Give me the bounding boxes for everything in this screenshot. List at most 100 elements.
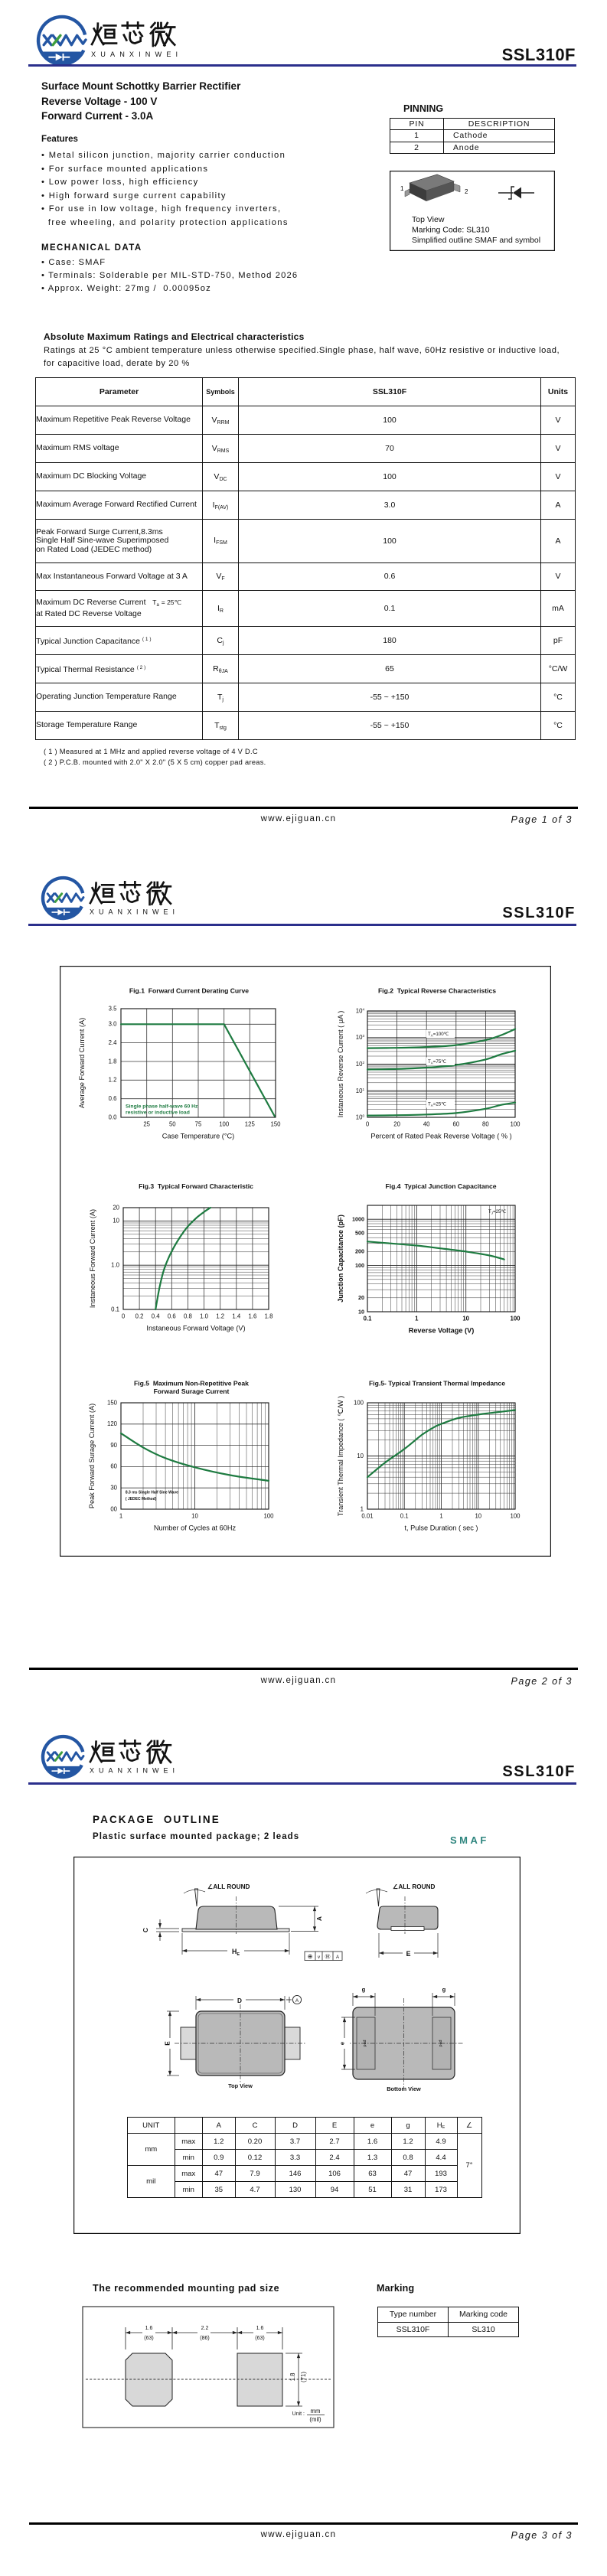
svg-text:100: 100 bbox=[219, 1121, 230, 1128]
svg-text:1.6: 1.6 bbox=[256, 2326, 264, 2331]
svg-text:0.01: 0.01 bbox=[361, 1513, 373, 1520]
svg-text:Fig.5- Typical Transient Therm: Fig.5- Typical Transient Thermal Impedan… bbox=[369, 1380, 505, 1387]
svg-text:Percent of Rated Peak Reverse: Percent of Rated Peak Reverse Voltage ( … bbox=[370, 1133, 511, 1140]
svg-text:∠ALL ROUND: ∠ALL ROUND bbox=[207, 1883, 250, 1890]
svg-text:XUANXINWEI: XUANXINWEI bbox=[91, 51, 182, 58]
svg-text:(63): (63) bbox=[255, 2336, 264, 2341]
svg-text:75: 75 bbox=[195, 1121, 202, 1128]
svg-text:1.8: 1.8 bbox=[265, 1313, 273, 1320]
svg-text:100: 100 bbox=[510, 1513, 521, 1520]
svg-text:Forward Surage Current: Forward Surage Current bbox=[154, 1387, 230, 1395]
svg-text:0.1: 0.1 bbox=[400, 1513, 409, 1520]
svg-text:102: 102 bbox=[356, 1061, 365, 1068]
svg-text:100: 100 bbox=[263, 1513, 274, 1520]
svg-text:20: 20 bbox=[113, 1204, 119, 1211]
svg-text:10: 10 bbox=[462, 1316, 469, 1322]
svg-text:Transient Thermal Impedance (: Transient Thermal Impedance ( ℃/W ) bbox=[337, 1396, 344, 1516]
svg-text:0.6: 0.6 bbox=[109, 1095, 117, 1102]
svg-text:Top View: Top View bbox=[412, 215, 445, 224]
svg-text:2.2: 2.2 bbox=[201, 2326, 209, 2331]
svg-text:Fig.4 Typical Junction Capaci: Fig.4 Typical Junction Capacitance bbox=[385, 1182, 496, 1190]
svg-text:10: 10 bbox=[191, 1513, 198, 1520]
svg-text:60: 60 bbox=[452, 1121, 459, 1128]
svg-text:1: 1 bbox=[119, 1513, 122, 1520]
svg-text:103: 103 bbox=[356, 1034, 365, 1041]
svg-text:Ⓜ: Ⓜ bbox=[325, 1954, 331, 1960]
svg-text:Instaneous Forward Voltage (V): Instaneous Forward Voltage (V) bbox=[146, 1325, 245, 1332]
svg-text:1.8: 1.8 bbox=[289, 2373, 296, 2382]
svg-text:D: D bbox=[237, 1997, 242, 2004]
svg-text:A: A bbox=[336, 1955, 339, 1960]
svg-text:1.6: 1.6 bbox=[248, 1313, 256, 1320]
svg-text:90: 90 bbox=[110, 1442, 117, 1449]
svg-text:104: 104 bbox=[356, 1008, 365, 1015]
svg-text:10: 10 bbox=[358, 1308, 364, 1315]
svg-text:resistive or inductive load: resistive or inductive load bbox=[126, 1110, 190, 1116]
svg-text:1.8: 1.8 bbox=[109, 1058, 117, 1065]
svg-text:40: 40 bbox=[423, 1121, 430, 1128]
svg-text:101: 101 bbox=[356, 1087, 365, 1094]
svg-text:XUANXINWEI: XUANXINWEI bbox=[90, 1767, 179, 1775]
svg-text:Instaneous Reverse Current ( μ: Instaneous Reverse Current ( μA ) bbox=[337, 1011, 344, 1118]
svg-text:1: 1 bbox=[361, 1505, 364, 1512]
svg-text:1.0: 1.0 bbox=[200, 1313, 209, 1320]
svg-text:1.2: 1.2 bbox=[109, 1077, 117, 1084]
svg-text:1: 1 bbox=[415, 1316, 419, 1322]
svg-text:mm: mm bbox=[311, 2408, 321, 2415]
svg-text:Number of Cycles at 60Hz: Number of Cycles at 60Hz bbox=[154, 1524, 237, 1532]
svg-text:Fig.2 Typical Reverse Charact: Fig.2 Typical Reverse Characteristics bbox=[378, 987, 496, 995]
svg-text:v: v bbox=[318, 1955, 321, 1960]
svg-text:1.6: 1.6 bbox=[145, 2326, 153, 2331]
svg-text:125: 125 bbox=[245, 1121, 256, 1128]
svg-text:1: 1 bbox=[439, 1513, 442, 1520]
svg-text:500: 500 bbox=[355, 1230, 364, 1237]
svg-text:120: 120 bbox=[107, 1420, 118, 1427]
svg-text:TA=100℃: TA=100℃ bbox=[428, 1032, 449, 1038]
svg-text:Single phase half-wave 60 Hz: Single phase half-wave 60 Hz bbox=[126, 1104, 198, 1110]
svg-text:Average Forward Current (A): Average Forward Current (A) bbox=[78, 1018, 86, 1108]
svg-text:(63): (63) bbox=[144, 2336, 153, 2341]
svg-text:150: 150 bbox=[107, 1399, 118, 1406]
svg-text:0.6: 0.6 bbox=[168, 1313, 176, 1320]
svg-text:00: 00 bbox=[110, 1505, 117, 1512]
svg-text:e: e bbox=[339, 2042, 346, 2045]
svg-text:E: E bbox=[165, 2041, 171, 2046]
svg-text:0.2: 0.2 bbox=[135, 1313, 144, 1320]
svg-text:Fig.3 Typical Forward Charact: Fig.3 Typical Forward Characteristic bbox=[139, 1182, 253, 1190]
svg-text:HE: HE bbox=[232, 1948, 240, 1957]
svg-text:g: g bbox=[442, 1986, 446, 1993]
svg-text:Fig.1 Forward Current Deratin: Fig.1 Forward Current Derating Curve bbox=[129, 987, 249, 995]
svg-text:25: 25 bbox=[143, 1121, 150, 1128]
svg-text:(mil): (mil) bbox=[309, 2416, 321, 2423]
svg-text:100: 100 bbox=[356, 1114, 365, 1121]
svg-text:Top View: Top View bbox=[228, 2082, 253, 2089]
svg-text:0.1: 0.1 bbox=[364, 1316, 373, 1322]
svg-text:XUANXINWEI: XUANXINWEI bbox=[90, 908, 179, 916]
svg-text:30: 30 bbox=[110, 1485, 117, 1492]
svg-text:1.4: 1.4 bbox=[232, 1313, 241, 1320]
svg-text:Marking Code: SL310: Marking Code: SL310 bbox=[412, 226, 490, 235]
svg-text:C: C bbox=[142, 1928, 149, 1932]
svg-text:Bottom View: Bottom View bbox=[387, 2085, 421, 2092]
svg-text:2: 2 bbox=[465, 188, 468, 195]
svg-text:0: 0 bbox=[122, 1313, 126, 1320]
svg-text:1000: 1000 bbox=[352, 1216, 364, 1223]
svg-text:100: 100 bbox=[355, 1262, 364, 1269]
svg-text:TJ=25℃: TJ=25℃ bbox=[488, 1209, 506, 1215]
svg-text:(86): (86) bbox=[200, 2336, 209, 2341]
svg-text:t, Pulse Duration ( sec ): t, Pulse Duration ( sec ) bbox=[405, 1524, 478, 1532]
svg-text:200: 200 bbox=[355, 1248, 364, 1255]
svg-text:10: 10 bbox=[113, 1218, 119, 1224]
svg-text:20: 20 bbox=[358, 1294, 364, 1301]
svg-text:150: 150 bbox=[270, 1121, 281, 1128]
svg-text:Simplified outline SMAF and sy: Simplified outline SMAF and symbol bbox=[412, 236, 540, 245]
svg-text:A: A bbox=[315, 1916, 323, 1921]
svg-text:Peak Forward Surage Current (A: Peak Forward Surage Current (A) bbox=[88, 1404, 96, 1508]
svg-text:50: 50 bbox=[169, 1121, 176, 1128]
svg-text:0.0: 0.0 bbox=[109, 1114, 118, 1120]
svg-text:(71): (71) bbox=[300, 2372, 307, 2382]
svg-text:Unit :: Unit : bbox=[292, 2411, 305, 2417]
svg-text:0.4: 0.4 bbox=[152, 1313, 161, 1320]
svg-text:20: 20 bbox=[393, 1121, 400, 1128]
svg-text:Case Temperature (°C): Case Temperature (°C) bbox=[162, 1133, 234, 1140]
